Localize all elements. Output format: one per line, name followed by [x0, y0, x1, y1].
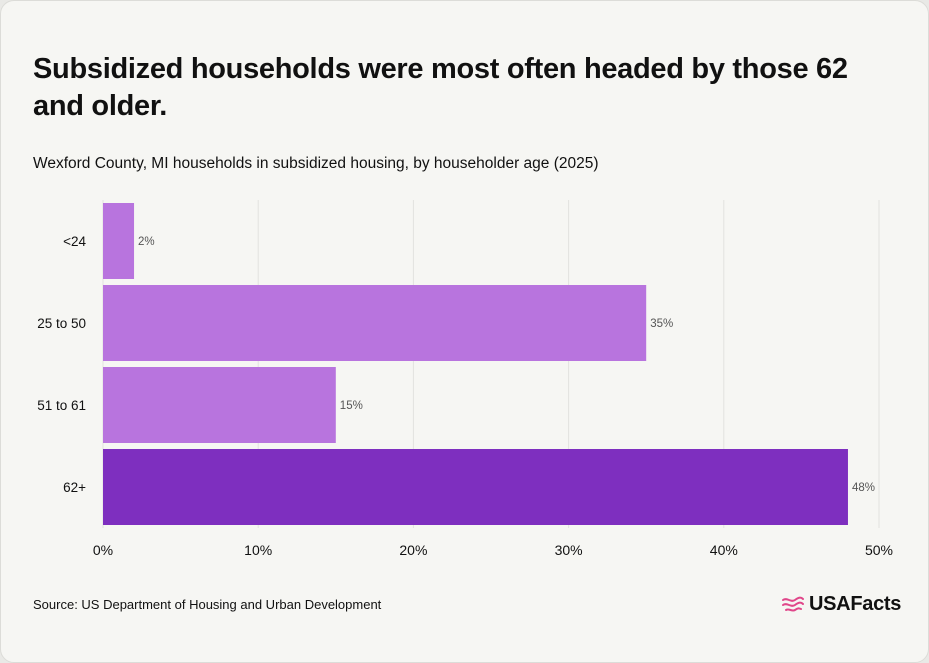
x-tick-label: 30%: [555, 542, 583, 558]
category-label: 51 to 61: [37, 398, 86, 413]
bar: [103, 449, 848, 525]
category-label: <24: [63, 234, 86, 249]
bar: [103, 367, 336, 443]
category-label: 25 to 50: [37, 316, 86, 331]
bar: [103, 203, 135, 279]
x-tick-label: 10%: [244, 542, 272, 558]
data-label: 2%: [138, 236, 155, 248]
chart-title: Subsidized households were most often he…: [33, 53, 848, 122]
chart-subtitle: Wexford County, MI households in subsidi…: [33, 155, 599, 172]
category-label: 62+: [63, 480, 86, 495]
data-label: 35%: [650, 318, 673, 330]
x-tick-label: 50%: [865, 542, 893, 558]
x-tick-label: 40%: [710, 542, 738, 558]
data-label: 15%: [340, 400, 363, 412]
bar: [103, 285, 647, 361]
usafacts-logo: USAFacts: [781, 593, 901, 616]
us-flag-icon: [782, 596, 804, 612]
x-tick-label: 0%: [93, 542, 113, 558]
brand-name: USAFacts: [809, 593, 902, 615]
data-label: 48%: [852, 482, 875, 494]
source-note: Source: US Department of Housing and Urb…: [33, 597, 382, 612]
x-tick-label: 20%: [399, 542, 427, 558]
